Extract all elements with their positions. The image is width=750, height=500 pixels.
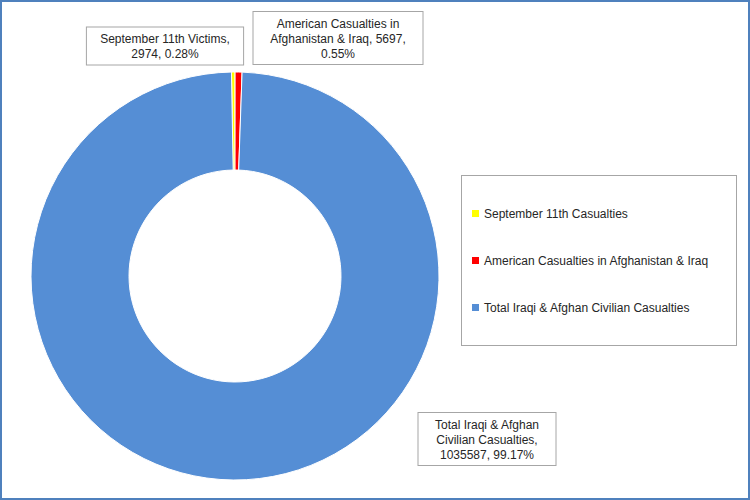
svg-text:Total Iraqi & AfghanCivilian C: Total Iraqi & AfghanCivilian Casualties,…: [435, 418, 539, 462]
html-text:September 11th Casualties: September 11th Casualties: [484, 206, 628, 221]
svg-text:American Casualties inAfghanis: American Casualties inAfghanistan & Iraq…: [270, 17, 405, 61]
svg-text:September 11th Victims,2974, 0: September 11th Victims,2974, 0.28%: [100, 32, 230, 61]
html-text:Total Iraqi & Afghan Civilian: Total Iraqi & Afghan Civilian Casualties: [484, 300, 690, 315]
html-text:American Casualties in Afghani: American Casualties in Afghanistan & Ira…: [484, 253, 709, 268]
